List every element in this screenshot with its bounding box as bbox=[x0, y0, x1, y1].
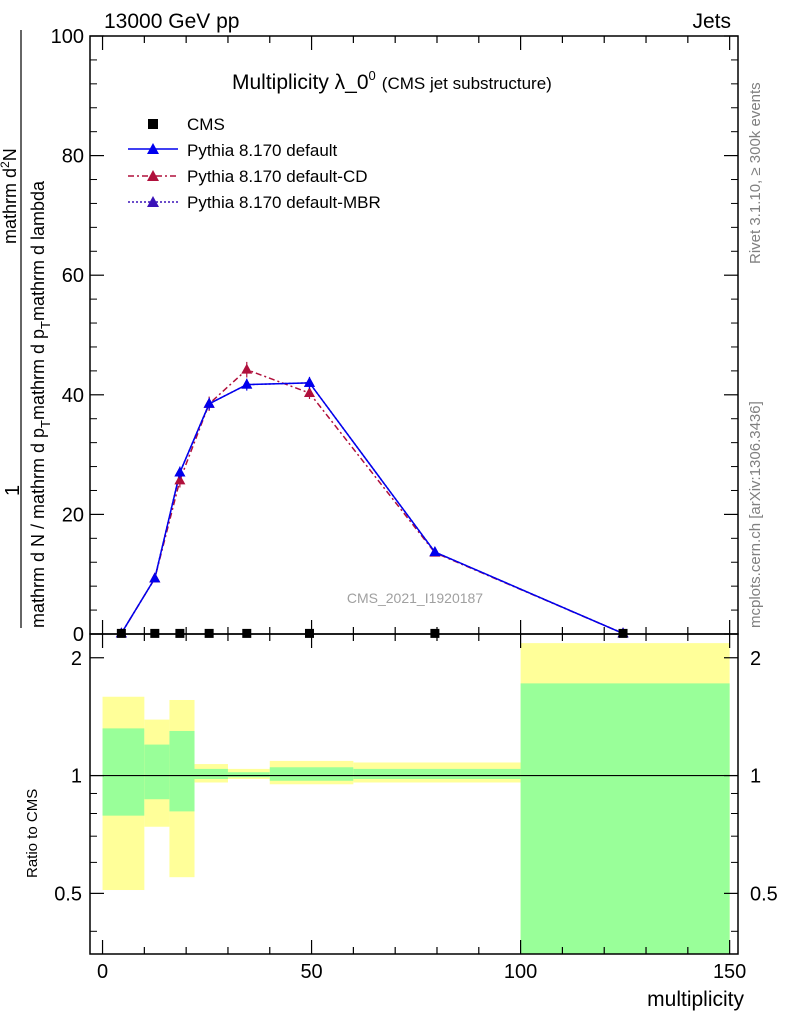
point-default bbox=[149, 572, 161, 583]
main-ytick-label: 20 bbox=[62, 504, 84, 526]
analysis-watermark: CMS_2021_I1920187 bbox=[347, 590, 483, 606]
series-line-default bbox=[120, 382, 624, 635]
legend-marker-cms bbox=[148, 119, 158, 129]
ratio-band-inner bbox=[194, 768, 228, 779]
ratio-x-ticks: 0 50 100 150 bbox=[97, 634, 746, 983]
main-x-ticks bbox=[101, 36, 731, 634]
ylabel-den-c: mathrm d lambda bbox=[28, 180, 48, 321]
main-ytick-label: 60 bbox=[62, 265, 84, 287]
ylabel-num-sup: 2 bbox=[0, 161, 12, 168]
ratio-band-inner bbox=[169, 730, 195, 812]
energy-label: 13000 GeV pp bbox=[104, 10, 239, 33]
ratio-frame bbox=[89, 633, 739, 955]
main-ytick-label: 80 bbox=[62, 146, 84, 168]
main-ytick-label: 0 bbox=[73, 624, 84, 646]
ylabel-den-sub2: T bbox=[38, 321, 53, 329]
ratio-ytick-label-left: 2 bbox=[71, 648, 82, 670]
legend-label-cd: Pythia 8.170 default-CD bbox=[187, 167, 368, 186]
main-ytick-label: 40 bbox=[62, 385, 84, 407]
chart-title-sup: 0 bbox=[369, 68, 376, 83]
ratio-band-inner bbox=[269, 767, 354, 781]
point-default bbox=[241, 378, 253, 389]
ratio-band-inner bbox=[227, 772, 270, 778]
point-default bbox=[203, 397, 215, 408]
chart-title-main: Multiplicity λ_0 bbox=[232, 71, 369, 94]
ratio-ytick-label-right: 1 bbox=[750, 766, 761, 788]
ratio-ytick-label-right: 2 bbox=[750, 648, 761, 670]
rivet-label: Rivet 3.1.10, ≥ 300k events bbox=[747, 82, 764, 264]
point-cd bbox=[303, 387, 315, 398]
ratio-band-inner bbox=[520, 683, 730, 954]
ylabel-den-sub1: T bbox=[38, 420, 53, 428]
ratio-xtick-label: 100 bbox=[504, 961, 537, 983]
ratio-xtick-label: 150 bbox=[713, 961, 746, 983]
ratio-y-axis-label: Ratio to CMS bbox=[24, 789, 41, 878]
point-cd bbox=[174, 474, 186, 485]
process-label: Jets bbox=[692, 10, 731, 33]
point-default bbox=[303, 376, 315, 387]
main-ytick-label: 100 bbox=[51, 26, 84, 48]
ratio-ytick-label-left: 0.5 bbox=[54, 883, 82, 905]
ylabel-num-n: N bbox=[0, 148, 20, 161]
main-y-axis-label: 1 mathrm d N / mathrm d pTmathrm d pTmat… bbox=[0, 30, 53, 628]
ratio-band-inner bbox=[353, 768, 521, 779]
ratio-band-inner bbox=[102, 728, 145, 816]
legend-label-mbr: Pythia 8.170 default-MBR bbox=[187, 193, 381, 212]
ylabel-one: 1 bbox=[2, 485, 24, 496]
chart-title: Multiplicity λ_00 (CMS jet substructure) bbox=[232, 68, 552, 94]
legend-label-cms: CMS bbox=[187, 115, 225, 134]
ratio-ytick-label-left: 1 bbox=[71, 766, 82, 788]
ratio-band-inner bbox=[144, 744, 170, 800]
ylabel-denominator: mathrm d N / mathrm d pTmathrm d pTmathr… bbox=[28, 180, 53, 628]
ylabel-num-a: mathrm d bbox=[0, 168, 20, 244]
legend-marker-cd bbox=[147, 170, 159, 181]
ylabel-numerator: mathrm d2N bbox=[0, 148, 20, 244]
ylabel-den-b: mathrm d p bbox=[28, 329, 48, 420]
x-axis-label: multiplicity bbox=[647, 988, 744, 1011]
legend-marker-default bbox=[147, 143, 159, 154]
series-line-cd bbox=[120, 368, 624, 635]
ylabel-den-a: mathrm d N / mathrm d p bbox=[28, 428, 48, 628]
legend: CMS Pythia 8.170 default Pythia 8.170 de… bbox=[128, 115, 381, 212]
chart-title-sub: (CMS jet substructure) bbox=[382, 74, 552, 93]
point-cd bbox=[241, 363, 253, 374]
point-default bbox=[174, 466, 186, 477]
point-default bbox=[429, 546, 441, 557]
ratio-xtick-label: 0 bbox=[97, 961, 108, 983]
ratio-bands bbox=[90, 643, 738, 954]
legend-label-default: Pythia 8.170 default bbox=[187, 141, 338, 160]
mcplots-label: mcplots.cern.ch [arXiv:1306.3436] bbox=[747, 401, 764, 628]
ratio-panel: 0.5 0.5 1 1 2 2 0 50 100 150 Ratio to CMS multip… bbox=[24, 633, 778, 1011]
ratio-ytick-label-right: 0.5 bbox=[750, 883, 778, 905]
ratio-xtick-label: 50 bbox=[300, 961, 322, 983]
ratio-y-ticks: 0.5 0.5 1 1 2 2 bbox=[54, 648, 778, 932]
main-y-ticks: 0 20 40 60 80 100 bbox=[51, 26, 738, 646]
legend-marker-mbr bbox=[147, 196, 159, 207]
